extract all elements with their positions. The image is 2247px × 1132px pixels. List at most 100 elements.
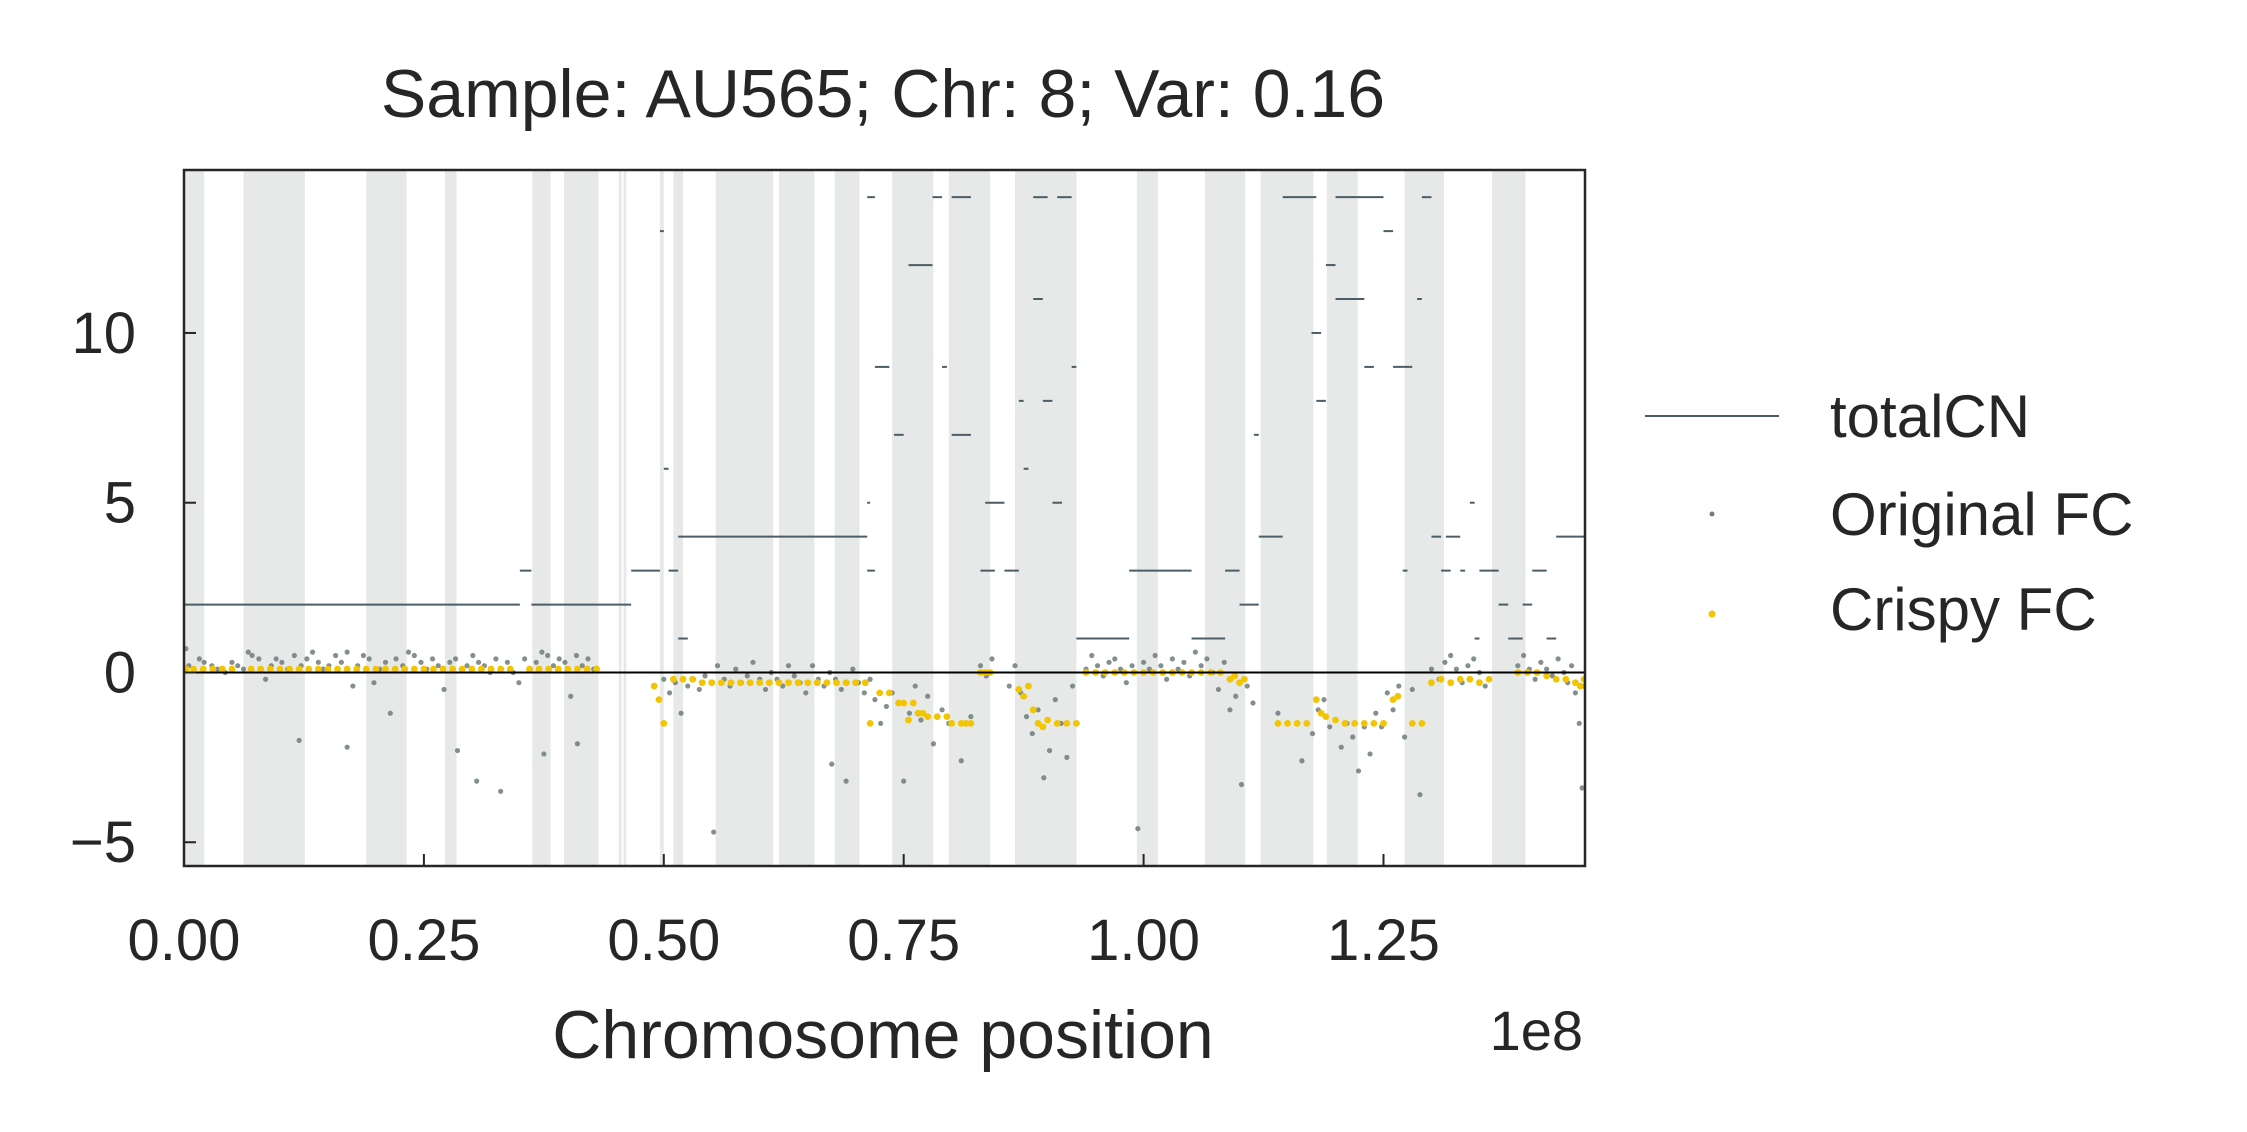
- original-fc-point: [1275, 710, 1281, 716]
- crispy-fc-point: [1317, 709, 1325, 717]
- original-fc-point: [1215, 686, 1222, 693]
- shaded-band: [445, 170, 457, 866]
- original-fc-point: [912, 683, 918, 689]
- crispy-fc-point: [727, 679, 735, 687]
- original-fc-point: [1164, 676, 1170, 682]
- original-fc-point: [235, 663, 241, 669]
- crispy-fc-point: [1456, 675, 1464, 683]
- original-fc-point: [1198, 663, 1204, 669]
- crispy-fc-point: [439, 665, 447, 673]
- original-fc-point: [585, 656, 591, 662]
- crispy-fc-point: [228, 665, 236, 673]
- crispy-fc-point: [276, 665, 284, 673]
- y-tick-label: −5: [70, 810, 136, 875]
- y-tick-label: 0: [104, 640, 136, 705]
- shaded-band: [532, 170, 551, 866]
- crispy-fc-point: [1576, 682, 1584, 690]
- crispy-fc-point: [717, 679, 725, 687]
- original-fc-point: [498, 788, 504, 794]
- original-fc-point: [464, 663, 470, 669]
- original-fc-point: [1233, 693, 1239, 699]
- crispy-fc-point: [574, 665, 581, 673]
- legend-original-label: Original FC: [1830, 481, 2133, 548]
- legend-original-swatch: [1709, 511, 1715, 517]
- crispy-fc-point: [190, 665, 197, 673]
- original-fc-point: [344, 744, 350, 750]
- shaded-band: [1404, 170, 1444, 866]
- original-fc-point: [1064, 754, 1070, 760]
- original-fc-point: [711, 829, 717, 835]
- original-fc-point: [1396, 683, 1402, 689]
- original-fc-point: [1006, 683, 1012, 689]
- original-fc-point: [1515, 663, 1521, 669]
- crispy-fc-point: [943, 713, 951, 721]
- shaded-band: [623, 170, 627, 866]
- original-fc-point: [1244, 683, 1250, 689]
- original-fc-point: [1299, 758, 1305, 764]
- crispy-fc-point: [885, 689, 893, 697]
- original-fc-point: [579, 663, 585, 669]
- original-fc-point: [1158, 663, 1164, 669]
- x-tick-label: 1.00: [1087, 908, 1200, 973]
- original-fc-point: [1520, 652, 1527, 659]
- original-fc-point: [196, 656, 202, 662]
- crispy-fc-point: [823, 679, 831, 687]
- crispy-fc-point: [900, 699, 908, 707]
- original-fc-point: [901, 778, 907, 784]
- original-fc-point: [939, 707, 945, 713]
- original-fc-point: [262, 676, 269, 682]
- original-fc-point: [533, 659, 539, 665]
- crispy-fc-point: [861, 679, 869, 687]
- original-fc-point: [1221, 659, 1227, 665]
- original-fc-point: [1482, 683, 1488, 689]
- original-fc-point: [1428, 666, 1435, 672]
- crispy-fc-point: [1360, 720, 1368, 727]
- original-fc-point: [279, 659, 285, 665]
- crispy-fc-point: [1312, 696, 1320, 704]
- original-fc-point: [1309, 730, 1316, 737]
- original-fc-point: [666, 690, 673, 696]
- crispy-fc-point: [497, 665, 505, 673]
- crispy-fc-point: [1394, 692, 1402, 700]
- crispy-fc-point: [1351, 720, 1359, 727]
- original-fc-point: [1576, 720, 1582, 727]
- crispy-fc-point: [506, 665, 514, 673]
- original-fc-point: [696, 686, 702, 693]
- original-fc-point: [1112, 656, 1118, 662]
- original-fc-point: [861, 690, 867, 696]
- original-fc-point: [809, 663, 816, 669]
- crispy-fc-point: [1231, 672, 1239, 680]
- crispy-fc-point: [1053, 720, 1061, 727]
- original-fc-point: [918, 717, 924, 723]
- crispy-fc-points: [184, 665, 1585, 731]
- original-fc-point: [785, 663, 792, 669]
- crispy-fc-point: [669, 675, 677, 683]
- original-fc-point: [1390, 707, 1396, 713]
- original-fc-point: [1238, 781, 1245, 788]
- original-fc-point: [214, 666, 221, 672]
- original-fc-point: [550, 663, 557, 669]
- legend-crispy-label: Crispy FC: [1830, 576, 2097, 643]
- original-fc-point: [1321, 697, 1327, 703]
- crispy-fc-point: [1034, 720, 1042, 727]
- original-fc-point: [333, 652, 339, 659]
- x-tick-label: 1.25: [1327, 908, 1440, 973]
- crispy-fc-point: [1284, 720, 1291, 727]
- crispy-fc-point: [410, 665, 418, 673]
- crispy-fc-point: [1485, 675, 1493, 683]
- original-fc-point: [470, 652, 476, 659]
- original-fc-point: [1094, 663, 1101, 669]
- chart-title: Sample: AU565; Chr: 8; Var: 0.16: [381, 56, 1385, 132]
- original-fc-point: [245, 649, 251, 655]
- crispy-fc-point: [334, 665, 341, 673]
- crispy-fc-point: [1240, 675, 1248, 683]
- crispy-fc-point: [1543, 672, 1551, 680]
- crispy-fc-point: [689, 675, 696, 683]
- original-fc-point: [556, 656, 562, 662]
- original-fc-point: [1135, 826, 1141, 832]
- original-fc-point: [1442, 659, 1448, 665]
- crispy-fc-point: [324, 665, 332, 673]
- shaded-band: [1491, 170, 1526, 866]
- crispy-fc-point: [468, 665, 476, 673]
- crispy-fc-point: [305, 665, 313, 673]
